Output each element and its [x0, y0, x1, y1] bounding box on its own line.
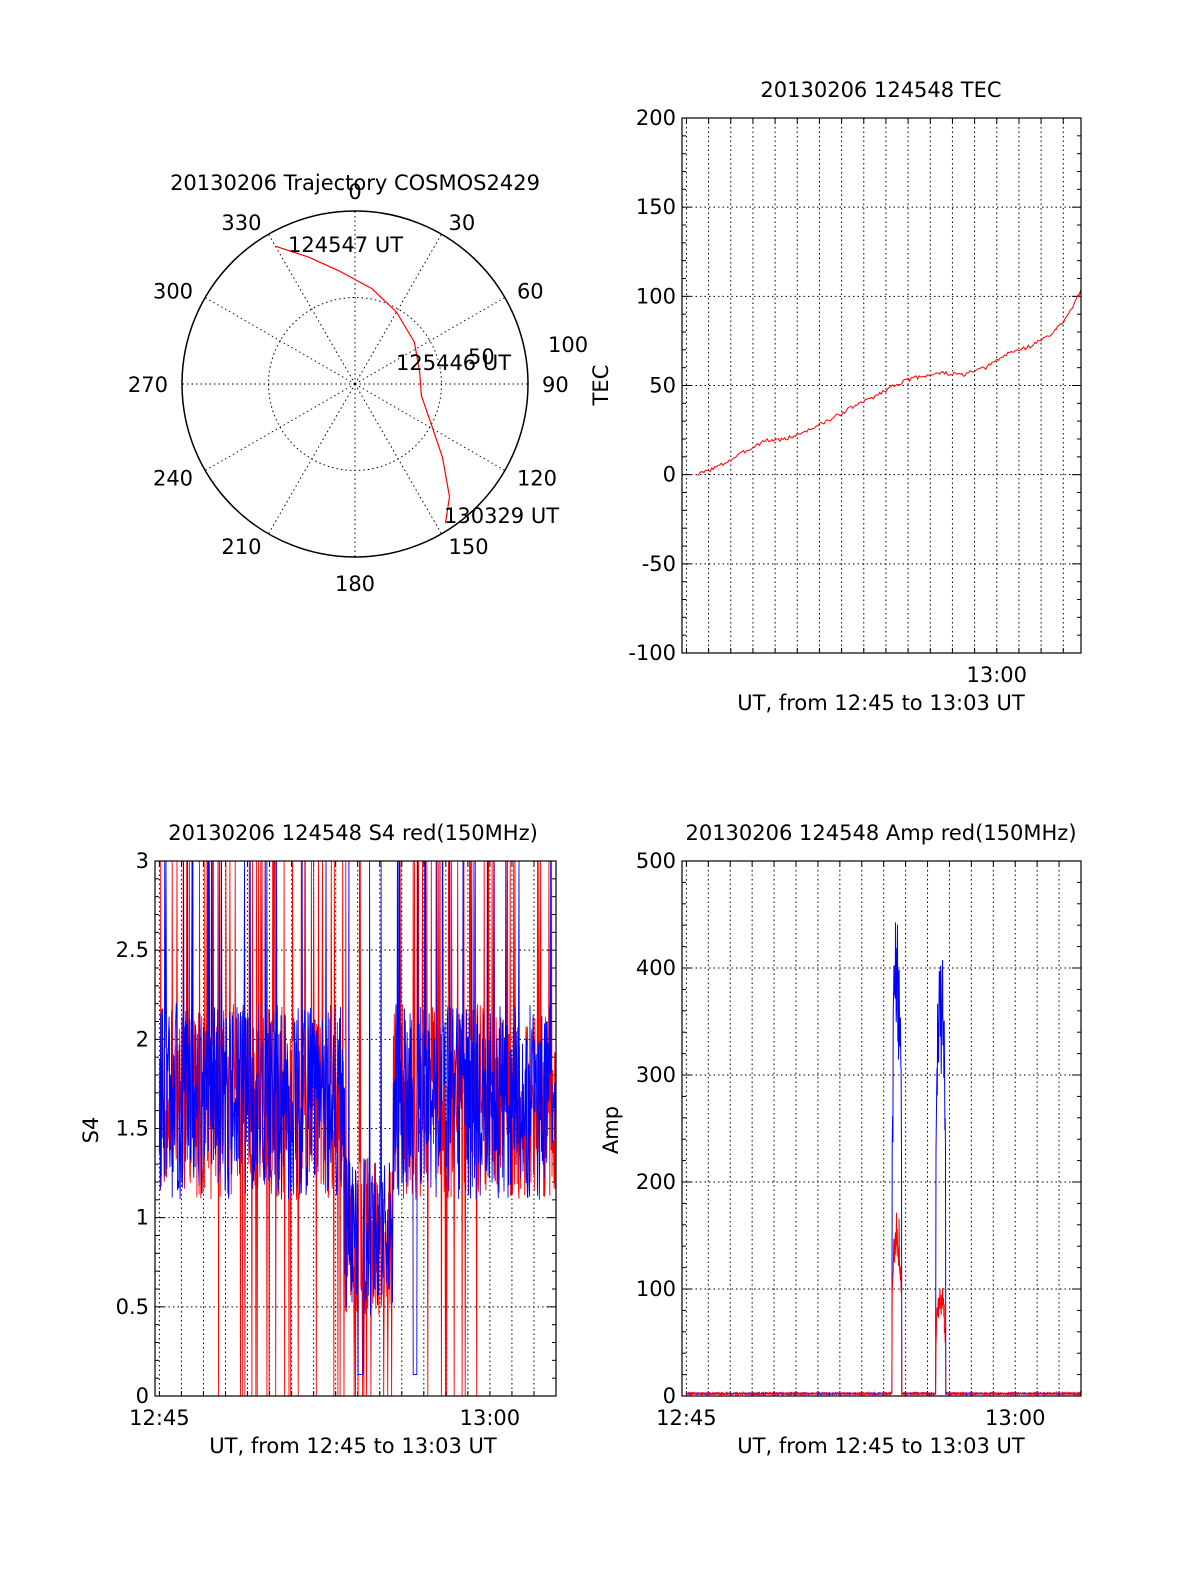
polar-radial-label-50: 50	[468, 345, 495, 369]
tec-series-line	[697, 289, 1081, 477]
polar-angle-labels: 0 30 60 90 120 150 180 210 240 270 300 330	[128, 180, 569, 596]
trajectory-line	[275, 245, 451, 524]
polar-angle-label: 0	[348, 180, 361, 204]
amp-grid	[682, 860, 1082, 1397]
polar-outer-circle	[181, 210, 529, 558]
tec-y-axis-label: TEC	[589, 365, 613, 407]
polar-angle-label: 90	[542, 373, 569, 397]
y-tick-label: 50	[649, 374, 676, 398]
polar-angle-label: 300	[153, 280, 193, 304]
y-tick-label: 2.5	[116, 938, 149, 962]
x-tick-label: 13:00	[985, 1406, 1046, 1430]
y-tick-label: 0.5	[116, 1295, 149, 1319]
s4-x-tick-labels: 12:45 13:00	[129, 1406, 520, 1430]
s4-series-line	[158, 860, 557, 1376]
y-tick-label: 0	[663, 1384, 676, 1408]
amp-x-axis-label: UT, from 12:45 to 13:03 UT	[737, 1434, 1025, 1458]
polar-spoke	[204, 297, 356, 385]
s4-series	[158, 860, 557, 1397]
amp-series	[686, 922, 1082, 1397]
y-tick-label: 200	[636, 1170, 676, 1194]
y-tick-label: 3	[136, 849, 149, 873]
tec-x-tick-labels: 13:00	[967, 663, 1028, 687]
amp-y-tick-labels: 0 100 200 300 400 500	[636, 849, 676, 1408]
polar-spoke	[354, 383, 442, 535]
polar-angle-label: 210	[221, 535, 261, 559]
amp-frame	[681, 860, 1082, 1397]
polar-radial-label-100: 100	[548, 333, 588, 357]
polar-spoke	[268, 383, 356, 535]
polar-angle-label: 180	[335, 572, 375, 596]
y-tick-label: 500	[636, 849, 676, 873]
polar-spoke	[204, 383, 356, 471]
y-tick-label: 2	[136, 1027, 149, 1051]
x-tick-label: 13:00	[967, 663, 1028, 687]
trajectory-end-label: 130329 UT	[444, 504, 559, 528]
tec-chart: 20130206 124548 TEC -100-50050100150200 …	[589, 78, 1082, 715]
tec-grid	[682, 117, 1081, 654]
x-tick-label: 12:45	[129, 1406, 190, 1430]
polar-angle-label: 330	[221, 211, 261, 235]
polar-spoke	[354, 297, 506, 385]
x-tick-label: 12:45	[656, 1406, 717, 1430]
s4-chart: 20130206 124548 S4 red(150MHz) 0 0.5 1 1.5 2…	[79, 821, 557, 1458]
polar-angle-label: 60	[517, 280, 544, 304]
polar-grid	[181, 210, 529, 558]
polar-trajectory-chart: 20130206 Trajectory COSMOS2429 0 30 60 90 12…	[128, 171, 588, 596]
y-tick-label: 400	[636, 956, 676, 980]
s4-title: 20130206 124548 S4 red(150MHz)	[168, 821, 538, 845]
polar-angle-label: 30	[449, 211, 476, 235]
s4-y-tick-labels: 0 0.5 1 1.5 2 2.5 3	[116, 849, 149, 1408]
s4-y-axis-label: S4	[79, 1117, 103, 1144]
y-tick-label: -50	[642, 552, 676, 576]
amp-x-tick-labels: 12:45 13:00	[656, 1406, 1045, 1430]
y-tick-label: 0	[663, 463, 676, 487]
tec-y-tick-labels: -100 -50 0 50 100 150 200	[628, 106, 676, 665]
y-tick-label: 0	[136, 1384, 149, 1408]
amp-series-line	[686, 1212, 1082, 1397]
polar-angle-label: 150	[449, 535, 489, 559]
amp-chart: 20130206 124548 Amp red(150MHz) 0 100 200 3…	[599, 821, 1082, 1458]
y-tick-label: 300	[636, 1063, 676, 1087]
y-tick-label: 100	[636, 1277, 676, 1301]
tec-x-axis-label: UT, from 12:45 to 13:03 UT	[737, 691, 1025, 715]
s4-x-axis-label: UT, from 12:45 to 13:03 UT	[209, 1434, 497, 1458]
s4-frame	[154, 860, 557, 1397]
polar-angle-label: 240	[153, 467, 193, 491]
y-tick-label: 200	[636, 106, 676, 130]
y-tick-label: 100	[636, 284, 676, 308]
x-tick-label: 13:00	[460, 1406, 521, 1430]
trajectory-mid-label: 125446 UT	[396, 351, 511, 375]
polar-title: 20130206 Trajectory COSMOS2429	[170, 171, 540, 195]
y-tick-label: 150	[636, 195, 676, 219]
y-tick-label: 1	[136, 1206, 149, 1230]
y-tick-label: -100	[628, 641, 676, 665]
amp-y-axis-label: Amp	[599, 1106, 623, 1154]
polar-spoke	[354, 383, 506, 471]
y-tick-label: 1.5	[116, 1117, 149, 1141]
polar-angle-label: 270	[128, 373, 168, 397]
polar-spoke	[354, 233, 442, 385]
trajectory-start-label: 124547 UT	[288, 233, 403, 257]
polar-spoke	[268, 233, 356, 385]
amp-title: 20130206 124548 Amp red(150MHz)	[685, 821, 1076, 845]
tec-title: 20130206 124548 TEC	[760, 78, 1001, 102]
polar-angle-label: 120	[517, 467, 557, 491]
tec-frame	[681, 117, 1082, 654]
